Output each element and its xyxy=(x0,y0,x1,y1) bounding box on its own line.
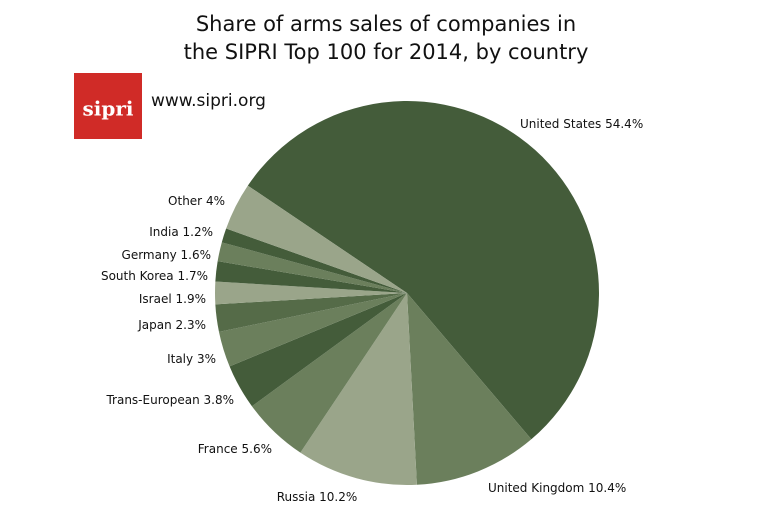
category-name: India xyxy=(149,225,178,239)
slice-label: India 1.2% xyxy=(149,225,213,239)
value-label: 5.6% xyxy=(242,442,273,456)
chart-title-line: the SIPRI Top 100 for 2014, by country xyxy=(184,40,589,64)
pie-slice xyxy=(229,293,407,407)
pie-slice xyxy=(215,293,407,332)
slice-label: Germany 1.6% xyxy=(122,248,211,262)
logo-box xyxy=(74,73,142,139)
website: www.sipri.org xyxy=(151,91,266,111)
category-name: Russia xyxy=(277,490,316,504)
value-label: 1.9% xyxy=(176,292,207,306)
category-name: Other xyxy=(168,194,202,208)
slice-label: Russia 10.2% xyxy=(277,490,358,504)
category-name: Germany xyxy=(122,248,177,262)
pie-slice xyxy=(300,293,417,485)
value-label: 1.7% xyxy=(178,269,209,283)
slice-label: Italy 3% xyxy=(167,352,216,366)
value-label: 1.2% xyxy=(183,225,214,239)
pie-slice xyxy=(221,228,407,293)
pie-slice xyxy=(226,185,407,293)
slice-label: Trans-European 3.8% xyxy=(105,393,234,407)
category-name: United Kingdom xyxy=(488,481,584,495)
slice-label: United States 54.4% xyxy=(520,117,643,131)
value-label: 2.3% xyxy=(176,318,207,332)
logo-text: sipri xyxy=(83,97,134,121)
slice-label: France 5.6% xyxy=(198,442,272,456)
pie-slice xyxy=(215,261,407,293)
value-label: 54.4% xyxy=(605,117,643,131)
slice-label: Japan 2.3% xyxy=(137,318,206,332)
pie-slice xyxy=(217,242,407,293)
category-name: France xyxy=(198,442,238,456)
category-name: Trans-European xyxy=(105,393,199,407)
pie-slice xyxy=(247,101,599,440)
category-name: South Korea xyxy=(101,269,174,283)
category-name: Italy xyxy=(167,352,193,366)
value-label: 4% xyxy=(206,194,225,208)
value-label: 3.8% xyxy=(204,393,235,407)
pie-slice xyxy=(218,293,407,367)
value-label: 3% xyxy=(197,352,216,366)
category-name: United States xyxy=(520,117,601,131)
slice-label: Israel 1.9% xyxy=(139,292,206,306)
pie-slice xyxy=(215,281,407,305)
value-label: 1.6% xyxy=(181,248,212,262)
slice-label: South Korea 1.7% xyxy=(101,269,208,283)
pie-slice xyxy=(251,293,407,453)
slice-label: Other 4% xyxy=(168,194,225,208)
slice-label: United Kingdom 10.4% xyxy=(488,481,626,495)
category-name: Japan xyxy=(137,318,171,332)
category-name: Israel xyxy=(139,292,172,306)
pie-slice xyxy=(407,293,532,485)
value-label: 10.4% xyxy=(588,481,626,495)
chart-title-line: Share of arms sales of companies in xyxy=(196,12,576,36)
value-label: 10.2% xyxy=(319,490,357,504)
